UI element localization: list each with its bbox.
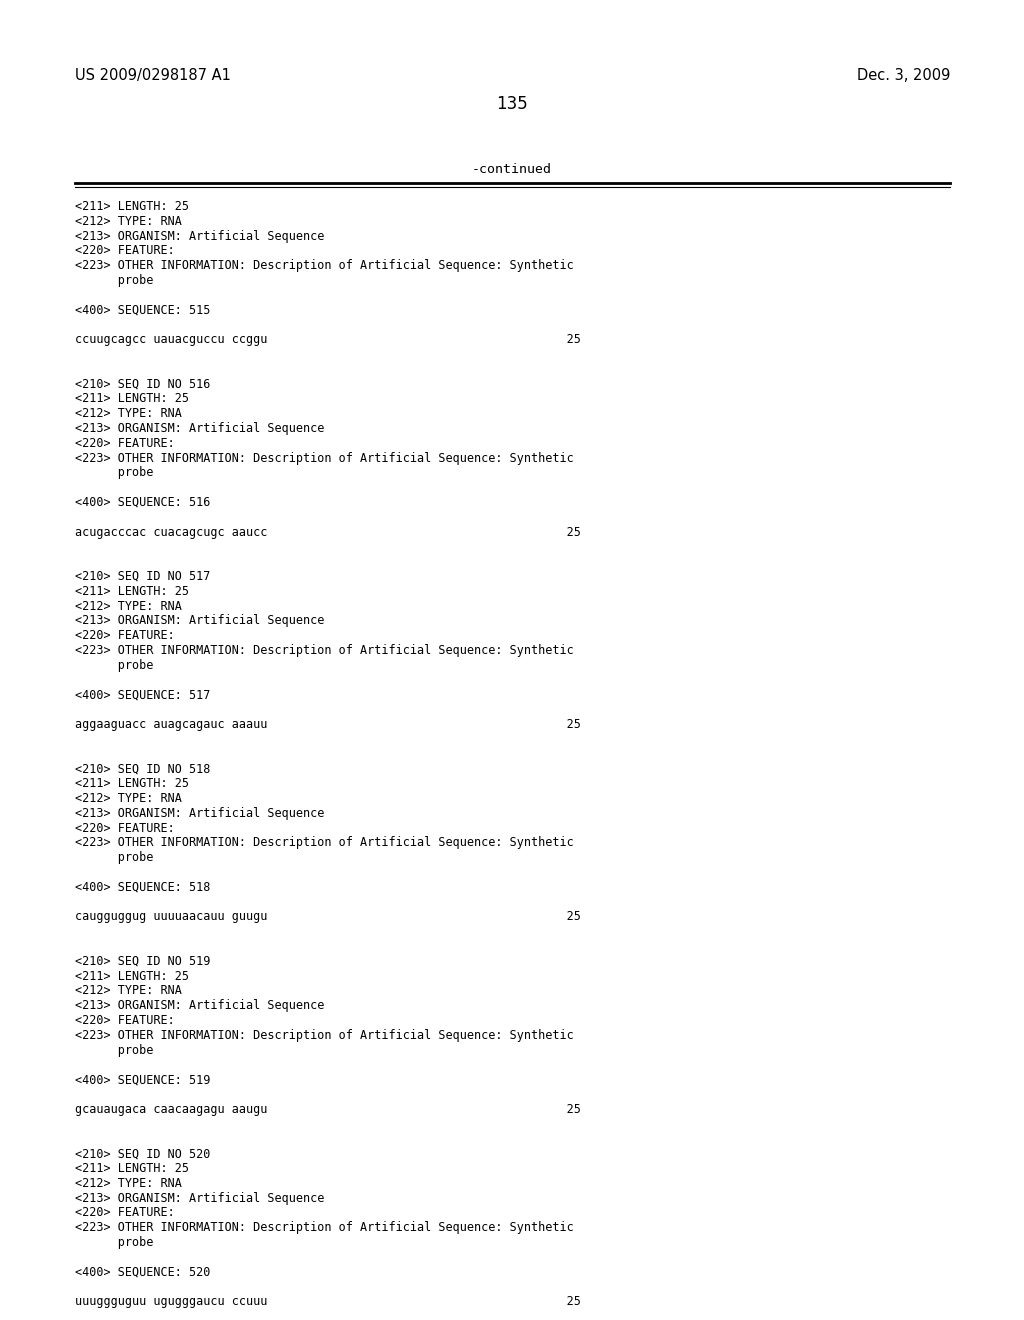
Text: <213> ORGANISM: Artificial Sequence: <213> ORGANISM: Artificial Sequence	[75, 999, 325, 1012]
Text: <211> LENGTH: 25: <211> LENGTH: 25	[75, 201, 189, 213]
Text: aggaaguacc auagcagauc aaauu                                          25: aggaaguacc auagcagauc aaauu 25	[75, 718, 581, 731]
Text: <400> SEQUENCE: 515: <400> SEQUENCE: 515	[75, 304, 210, 317]
Text: <223> OTHER INFORMATION: Description of Artificial Sequence: Synthetic: <223> OTHER INFORMATION: Description of …	[75, 837, 573, 849]
Text: US 2009/0298187 A1: US 2009/0298187 A1	[75, 69, 230, 83]
Text: <211> LENGTH: 25: <211> LENGTH: 25	[75, 392, 189, 405]
Text: Dec. 3, 2009: Dec. 3, 2009	[857, 69, 950, 83]
Text: uuuggguguu ugugggaucu ccuuu                                          25: uuuggguguu ugugggaucu ccuuu 25	[75, 1295, 581, 1308]
Text: <211> LENGTH: 25: <211> LENGTH: 25	[75, 970, 189, 982]
Text: <212> TYPE: RNA: <212> TYPE: RNA	[75, 985, 182, 998]
Text: <211> LENGTH: 25: <211> LENGTH: 25	[75, 777, 189, 791]
Text: <212> TYPE: RNA: <212> TYPE: RNA	[75, 599, 182, 612]
Text: <213> ORGANISM: Artificial Sequence: <213> ORGANISM: Artificial Sequence	[75, 614, 325, 627]
Text: <223> OTHER INFORMATION: Description of Artificial Sequence: Synthetic: <223> OTHER INFORMATION: Description of …	[75, 451, 573, 465]
Text: -continued: -continued	[472, 162, 552, 176]
Text: <220> FEATURE:: <220> FEATURE:	[75, 1206, 175, 1220]
Text: caugguggug uuuuaacauu guugu                                          25: caugguggug uuuuaacauu guugu 25	[75, 911, 581, 924]
Text: <220> FEATURE:: <220> FEATURE:	[75, 437, 175, 450]
Text: <400> SEQUENCE: 519: <400> SEQUENCE: 519	[75, 1073, 210, 1086]
Text: probe: probe	[75, 466, 154, 479]
Text: probe: probe	[75, 659, 154, 672]
Text: acugacccac cuacagcugc aaucc                                          25: acugacccac cuacagcugc aaucc 25	[75, 525, 581, 539]
Text: probe: probe	[75, 1044, 154, 1056]
Text: <212> TYPE: RNA: <212> TYPE: RNA	[75, 792, 182, 805]
Text: <213> ORGANISM: Artificial Sequence: <213> ORGANISM: Artificial Sequence	[75, 230, 325, 243]
Text: <210> SEQ ID NO 517: <210> SEQ ID NO 517	[75, 570, 210, 583]
Text: <210> SEQ ID NO 518: <210> SEQ ID NO 518	[75, 763, 210, 775]
Text: <210> SEQ ID NO 516: <210> SEQ ID NO 516	[75, 378, 210, 391]
Text: <223> OTHER INFORMATION: Description of Artificial Sequence: Synthetic: <223> OTHER INFORMATION: Description of …	[75, 1028, 573, 1041]
Text: probe: probe	[75, 275, 154, 286]
Text: probe: probe	[75, 1236, 154, 1249]
Text: <213> ORGANISM: Artificial Sequence: <213> ORGANISM: Artificial Sequence	[75, 422, 325, 436]
Text: <213> ORGANISM: Artificial Sequence: <213> ORGANISM: Artificial Sequence	[75, 1192, 325, 1205]
Text: probe: probe	[75, 851, 154, 865]
Text: <220> FEATURE:: <220> FEATURE:	[75, 821, 175, 834]
Text: <220> FEATURE:: <220> FEATURE:	[75, 244, 175, 257]
Text: <212> TYPE: RNA: <212> TYPE: RNA	[75, 1177, 182, 1189]
Text: <400> SEQUENCE: 517: <400> SEQUENCE: 517	[75, 689, 210, 701]
Text: <211> LENGTH: 25: <211> LENGTH: 25	[75, 585, 189, 598]
Text: <223> OTHER INFORMATION: Description of Artificial Sequence: Synthetic: <223> OTHER INFORMATION: Description of …	[75, 259, 573, 272]
Text: <223> OTHER INFORMATION: Description of Artificial Sequence: Synthetic: <223> OTHER INFORMATION: Description of …	[75, 1221, 573, 1234]
Text: <213> ORGANISM: Artificial Sequence: <213> ORGANISM: Artificial Sequence	[75, 807, 325, 820]
Text: <220> FEATURE:: <220> FEATURE:	[75, 630, 175, 643]
Text: <211> LENGTH: 25: <211> LENGTH: 25	[75, 1162, 189, 1175]
Text: <212> TYPE: RNA: <212> TYPE: RNA	[75, 215, 182, 228]
Text: <400> SEQUENCE: 516: <400> SEQUENCE: 516	[75, 496, 210, 510]
Text: <400> SEQUENCE: 520: <400> SEQUENCE: 520	[75, 1266, 210, 1279]
Text: <220> FEATURE:: <220> FEATURE:	[75, 1014, 175, 1027]
Text: <210> SEQ ID NO 519: <210> SEQ ID NO 519	[75, 954, 210, 968]
Text: <210> SEQ ID NO 520: <210> SEQ ID NO 520	[75, 1147, 210, 1160]
Text: <400> SEQUENCE: 518: <400> SEQUENCE: 518	[75, 880, 210, 894]
Text: <212> TYPE: RNA: <212> TYPE: RNA	[75, 407, 182, 420]
Text: <223> OTHER INFORMATION: Description of Artificial Sequence: Synthetic: <223> OTHER INFORMATION: Description of …	[75, 644, 573, 657]
Text: gcauaugaca caacaagagu aaugu                                          25: gcauaugaca caacaagagu aaugu 25	[75, 1102, 581, 1115]
Text: ccuugcagcc uauacguccu ccggu                                          25: ccuugcagcc uauacguccu ccggu 25	[75, 333, 581, 346]
Text: 135: 135	[496, 95, 528, 114]
